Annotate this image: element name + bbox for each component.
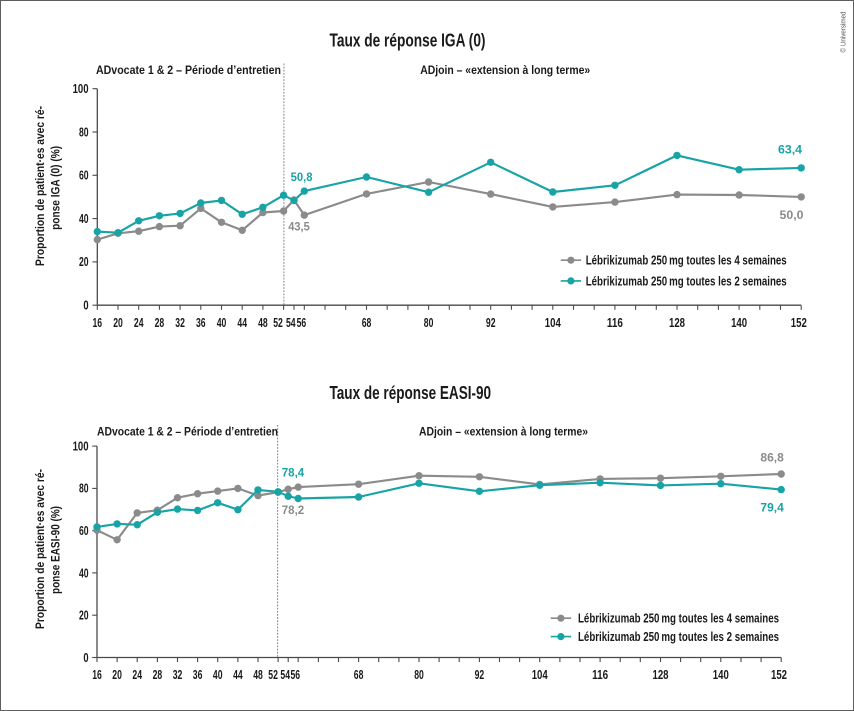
svg-text:80: 80 — [79, 124, 89, 139]
svg-text:28: 28 — [153, 667, 163, 682]
svg-text:152: 152 — [771, 667, 787, 682]
svg-text:0: 0 — [83, 298, 88, 313]
svg-text:16: 16 — [92, 667, 102, 682]
svg-text:80: 80 — [79, 481, 89, 496]
svg-text:ADvocate 1 & 2 – Période d’ent: ADvocate 1 & 2 – Période d’entretien — [96, 64, 281, 77]
svg-text:128: 128 — [653, 667, 669, 682]
svg-text:40: 40 — [213, 667, 223, 682]
svg-text:80: 80 — [414, 667, 424, 682]
svg-text:44: 44 — [233, 667, 243, 682]
svg-text:92: 92 — [475, 667, 485, 682]
svg-text:63,4: 63,4 — [778, 143, 802, 157]
svg-text:92: 92 — [486, 315, 496, 330]
svg-text:20: 20 — [113, 315, 123, 330]
svg-text:Lébrikizumab 250 mg toutes les: Lébrikizumab 250 mg toutes les 4 semaine… — [586, 254, 787, 268]
svg-text:ADjoin – «extension à long ter: ADjoin – «extension à long terme» — [420, 64, 590, 77]
svg-text:32: 32 — [175, 315, 185, 330]
svg-text:32: 32 — [173, 667, 183, 682]
svg-text:36: 36 — [196, 315, 206, 330]
svg-text:40: 40 — [79, 565, 89, 580]
svg-text:28: 28 — [155, 315, 165, 330]
svg-text:Lébrikizumab 250 mg toutes les: Lébrikizumab 250 mg toutes les 2 semaine… — [586, 274, 787, 288]
svg-text:40: 40 — [217, 315, 227, 330]
svg-text:68: 68 — [362, 315, 372, 330]
svg-text:ponse EASI-90 (%): ponse EASI-90 (%) — [49, 506, 63, 594]
svg-text:36: 36 — [193, 667, 203, 682]
svg-text:60: 60 — [79, 168, 89, 183]
svg-text:44: 44 — [237, 315, 247, 330]
svg-text:79,4: 79,4 — [760, 500, 784, 514]
svg-text:152: 152 — [791, 315, 807, 330]
svg-text:78,4: 78,4 — [282, 465, 305, 479]
svg-text:48: 48 — [253, 667, 263, 682]
svg-text:24: 24 — [132, 667, 142, 682]
svg-text:43,5: 43,5 — [288, 220, 310, 234]
svg-text:16: 16 — [93, 315, 103, 330]
svg-text:20: 20 — [112, 667, 122, 682]
svg-text:80: 80 — [424, 315, 434, 330]
svg-text:Lébrikizumab 250 mg toutes les: Lébrikizumab 250 mg toutes les 4 semaine… — [578, 612, 779, 626]
svg-text:Taux de réponse IGA (0): Taux de réponse IGA (0) — [330, 31, 486, 51]
svg-text:56: 56 — [291, 667, 301, 682]
svg-text:68: 68 — [354, 667, 364, 682]
svg-text:0: 0 — [83, 650, 88, 665]
svg-text:86,8: 86,8 — [760, 450, 784, 464]
svg-text:60: 60 — [79, 523, 89, 538]
svg-text:104: 104 — [532, 667, 549, 682]
svg-text:52: 52 — [273, 315, 283, 330]
svg-text:100: 100 — [73, 81, 89, 96]
svg-text:20: 20 — [79, 608, 89, 623]
svg-text:Taux de réponse EASI-90: Taux de réponse EASI-90 — [329, 383, 491, 403]
svg-text:104: 104 — [545, 315, 562, 330]
svg-text:20: 20 — [79, 254, 89, 269]
svg-text:116: 116 — [592, 667, 608, 682]
svg-text:52: 52 — [268, 667, 278, 682]
svg-text:Proportion de patient·es avec: Proportion de patient·es avec ré- — [33, 469, 47, 629]
svg-text:ADjoin – «extension à long ter: ADjoin – «extension à long terme» — [419, 426, 588, 439]
svg-text:78,2: 78,2 — [282, 503, 305, 517]
svg-text:54: 54 — [286, 315, 296, 330]
svg-text:50,8: 50,8 — [291, 170, 313, 184]
svg-text:140: 140 — [713, 667, 729, 682]
svg-text:Proportion de patient·es avec: Proportion de patient·es avec ré- — [33, 106, 47, 266]
svg-text:ponse IGA (0) (%): ponse IGA (0) (%) — [49, 146, 63, 230]
svg-text:24: 24 — [134, 315, 144, 330]
svg-text:48: 48 — [258, 315, 268, 330]
svg-text:ADvocate 1 & 2 – Période d’ent: ADvocate 1 & 2 – Période d’entretien — [97, 426, 278, 439]
svg-text:56: 56 — [297, 315, 307, 330]
svg-text:50,0: 50,0 — [780, 208, 804, 222]
svg-text:140: 140 — [731, 315, 747, 330]
svg-text:54: 54 — [280, 667, 290, 682]
svg-text:128: 128 — [669, 315, 685, 330]
svg-text:40: 40 — [79, 211, 89, 226]
svg-text:116: 116 — [607, 315, 623, 330]
svg-text:Lébrikizumab 250 mg toutes les: Lébrikizumab 250 mg toutes les 2 semaine… — [578, 630, 779, 644]
svg-text:© Universimed: © Universimed — [839, 12, 848, 53]
svg-text:100: 100 — [73, 439, 89, 454]
